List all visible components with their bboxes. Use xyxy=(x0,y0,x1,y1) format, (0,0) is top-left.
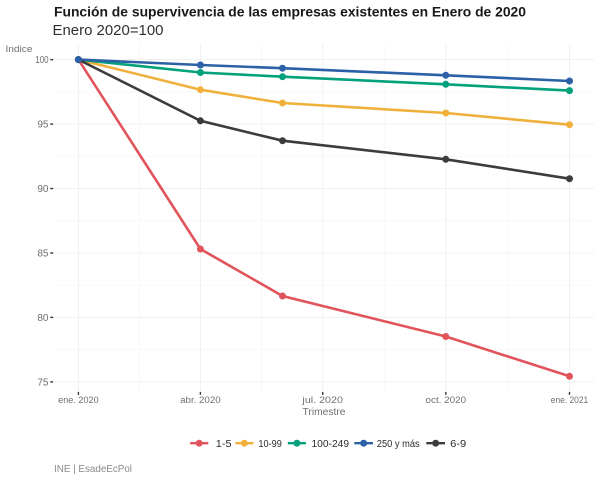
svg-text:250 y más: 250 y más xyxy=(377,439,420,450)
svg-text:Trimestre: Trimestre xyxy=(303,407,346,418)
svg-text:Enero 2020=100: Enero 2020=100 xyxy=(53,22,164,39)
svg-text:INE | EsadeEcPol: INE | EsadeEcPol xyxy=(54,463,132,475)
svg-text:90: 90 xyxy=(37,184,49,195)
svg-text:1-5: 1-5 xyxy=(216,439,232,450)
svg-text:oct. 2020: oct. 2020 xyxy=(426,395,467,406)
svg-text:jul. 2020: jul. 2020 xyxy=(301,395,343,406)
svg-text:100: 100 xyxy=(35,55,49,66)
svg-text:80: 80 xyxy=(37,313,49,324)
svg-text:Indice: Indice xyxy=(6,44,33,55)
svg-text:85: 85 xyxy=(37,248,49,259)
svg-text:abr. 2020: abr. 2020 xyxy=(180,395,221,406)
svg-text:75: 75 xyxy=(37,377,49,388)
svg-text:ene. 2020: ene. 2020 xyxy=(58,395,99,406)
svg-text:6-9: 6-9 xyxy=(450,439,467,450)
svg-text:100-249: 100-249 xyxy=(312,439,350,450)
svg-text:ene. 2021: ene. 2021 xyxy=(551,395,589,406)
svg-text:95: 95 xyxy=(37,120,49,131)
svg-text:Función de supervivencia de la: Función de supervivencia de las empresas… xyxy=(54,3,526,19)
svg-text:10-99: 10-99 xyxy=(258,439,282,450)
